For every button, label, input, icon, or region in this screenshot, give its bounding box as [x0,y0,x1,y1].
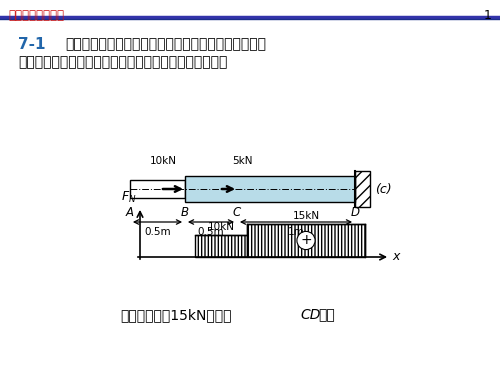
Bar [185,176,355,202]
Text: C: C [233,206,241,219]
Bar [130,180,185,198]
Bar [195,235,247,257]
Text: CD: CD [300,308,320,322]
Text: 1: 1 [484,9,492,22]
Text: 10kN: 10kN [150,156,176,166]
Text: 最大拉力值为15kN，位于: 最大拉力值为15kN，位于 [120,308,232,322]
Text: 试作图示各杆的轴力图，并分别指出最大拉力和最大压: 试作图示各杆的轴力图，并分别指出最大拉力和最大压 [65,37,266,51]
Text: 段。: 段。 [318,308,335,322]
Text: 力的值及其所在的横截面（或这类横截面所在的区段）。: 力的值及其所在的横截面（或这类横截面所在的区段）。 [18,55,228,69]
Text: 15kN: 15kN [292,211,320,221]
Text: A: A [126,206,134,219]
Text: +: + [300,234,312,248]
Text: 0.5m: 0.5m [144,227,171,237]
Text: 10kN: 10kN [208,222,234,232]
Text: 工程力学电子教案: 工程力学电子教案 [8,9,64,22]
Text: 7-1: 7-1 [18,37,46,52]
Text: x: x [392,251,400,264]
Text: B: B [181,206,189,219]
Text: (c): (c) [375,183,392,195]
Bar [247,224,365,257]
Bar [355,171,370,207]
Text: 0.5m: 0.5m [198,227,224,237]
Text: $F_N$: $F_N$ [122,190,137,205]
Text: D: D [350,206,360,219]
Text: 1m: 1m [288,227,304,237]
Text: 5kN: 5kN [232,156,252,166]
